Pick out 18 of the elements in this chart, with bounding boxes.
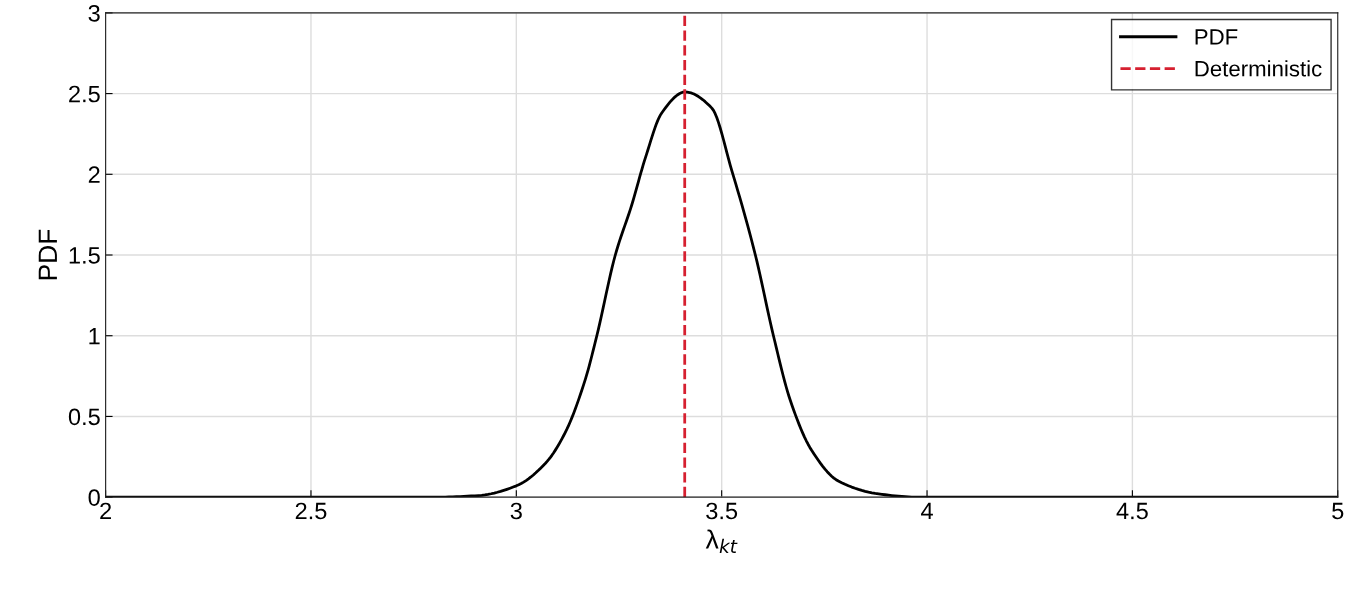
- legend-label: PDF: [1195, 29, 1238, 45]
- x-tick-label: 4.5: [1116, 502, 1148, 520]
- x-axis-title: λ$_{kt}$: [705, 529, 738, 553]
- x-tick-label: 2.5: [295, 502, 327, 520]
- y-tick-label: 2.5: [69, 85, 100, 103]
- y-tick-label: 0.5: [68, 408, 100, 426]
- y-tick-label: 1: [89, 328, 100, 345]
- y-tick-label: 3: [88, 4, 100, 22]
- x-tick-label: 3: [510, 502, 522, 520]
- x-tick-label: 2: [100, 502, 111, 520]
- x-tick-label: 5: [1332, 502, 1344, 520]
- y-tick-label: 0: [88, 489, 100, 506]
- x-tick-label: 3.5: [706, 502, 738, 520]
- y-tick-label: 2: [88, 166, 100, 183]
- y-axis-title: PDF: [38, 229, 57, 280]
- legend-label: Deterministic: [1195, 60, 1322, 77]
- y-tick-label: 1.5: [69, 247, 100, 264]
- x-tick-label: 4: [921, 502, 933, 520]
